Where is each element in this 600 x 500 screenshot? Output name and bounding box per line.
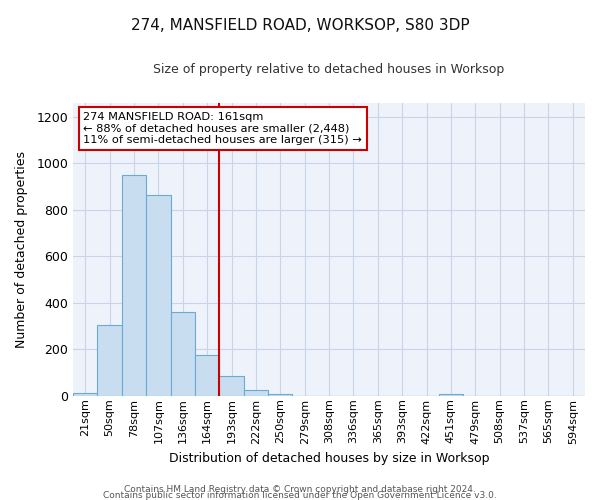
Bar: [439, 394, 463, 396]
Bar: [97, 325, 122, 396]
Text: Contains public sector information licensed under the Open Government Licence v3: Contains public sector information licen…: [103, 491, 497, 500]
X-axis label: Distribution of detached houses by size in Worksop: Distribution of detached houses by size …: [169, 452, 489, 465]
Title: Size of property relative to detached houses in Worksop: Size of property relative to detached ho…: [154, 62, 505, 76]
Bar: [268, 394, 292, 396]
Bar: [244, 390, 268, 396]
Y-axis label: Number of detached properties: Number of detached properties: [15, 151, 28, 348]
Bar: [146, 195, 170, 396]
Text: 274 MANSFIELD ROAD: 161sqm
← 88% of detached houses are smaller (2,448)
11% of s: 274 MANSFIELD ROAD: 161sqm ← 88% of deta…: [83, 112, 362, 145]
Text: 274, MANSFIELD ROAD, WORKSOP, S80 3DP: 274, MANSFIELD ROAD, WORKSOP, S80 3DP: [131, 18, 469, 32]
Text: Contains HM Land Registry data © Crown copyright and database right 2024.: Contains HM Land Registry data © Crown c…: [124, 485, 476, 494]
Bar: [73, 394, 97, 396]
Bar: [122, 175, 146, 396]
Bar: [220, 376, 244, 396]
Bar: [170, 312, 195, 396]
Bar: [195, 355, 220, 396]
